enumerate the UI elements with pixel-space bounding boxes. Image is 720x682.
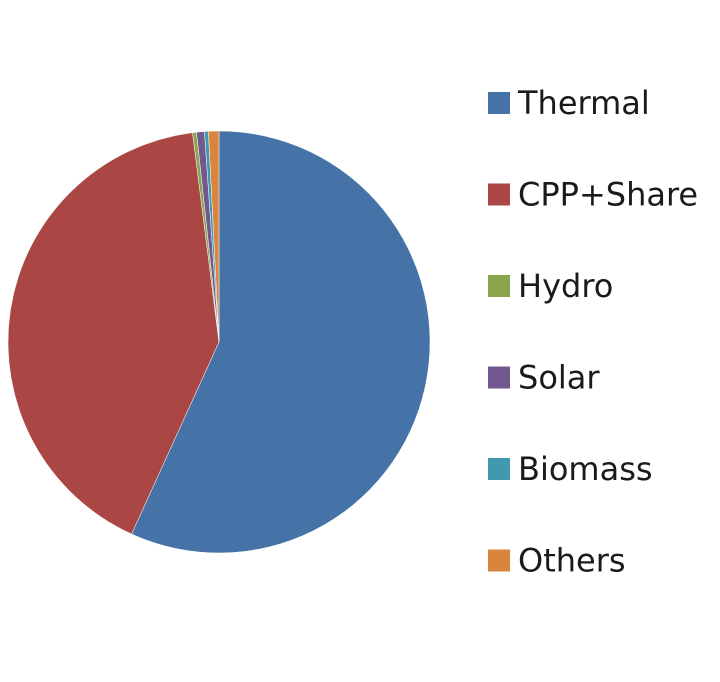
legend-swatch-biomass: [488, 458, 510, 480]
legend-swatch-hydro: [488, 275, 510, 297]
legend-item-thermal: Thermal: [488, 84, 650, 122]
legend-label-thermal: Thermal: [517, 84, 650, 122]
pie-slice-cpp-share: [7, 132, 220, 535]
legend-swatch-cpp-share: [488, 183, 510, 206]
legend-swatch-others: [488, 549, 510, 572]
legend-label-cpp-share: CPP+Share: [518, 176, 698, 214]
legend-label-others: Others: [518, 542, 626, 580]
pie-slices: [7, 130, 431, 554]
pie-slice-thermal: [131, 130, 431, 554]
legend-item-others: Others: [488, 542, 626, 580]
legend-swatch-thermal: [488, 92, 510, 114]
legend-swatch-solar: [488, 366, 510, 389]
legend-item-cpp-share: CPP+Share: [488, 176, 698, 214]
legend-item-biomass: Biomass: [488, 450, 653, 488]
legend-label-hydro: Hydro: [518, 267, 613, 305]
legend-label-solar: Solar: [518, 359, 600, 397]
legend-item-solar: Solar: [488, 359, 600, 397]
chart-legend: Thermal CPP+Share Hydro Solar Biomass Others: [488, 84, 698, 580]
legend-label-biomass: Biomass: [518, 450, 653, 488]
pie-slice-others: [208, 130, 220, 343]
legend-item-hydro: Hydro: [488, 267, 613, 305]
